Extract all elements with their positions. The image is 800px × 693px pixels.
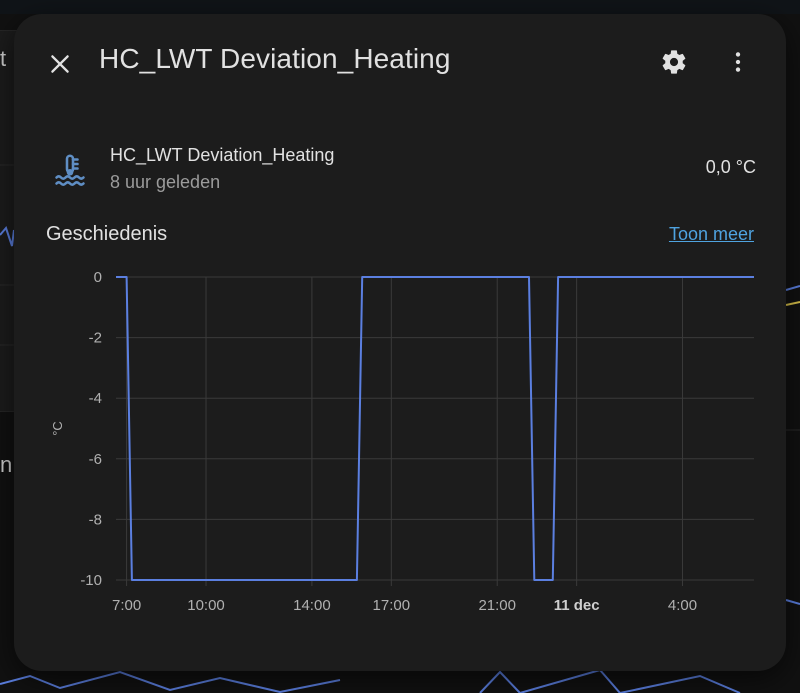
y-tick-label: -8 [89, 511, 102, 528]
dialog-title: HC_LWT Deviation_Heating [99, 43, 451, 74]
history-chart[interactable]: 0 -2 -4 -6 -8 -10 7:00 10:00 14:00 17:00 21:00 11 … [14, 264, 786, 634]
background-text-fragment: n [0, 452, 13, 477]
background-text-fragment: t [0, 46, 7, 71]
settings-button[interactable] [650, 38, 698, 86]
y-tick-label: -6 [89, 451, 102, 468]
y-tick-label: -4 [89, 390, 102, 407]
more-info-dialog: HC_LWT Deviation_Heating [14, 14, 786, 671]
chart-grid [116, 276, 754, 586]
x-tick-label: 14:00 [293, 597, 331, 614]
y-axis-ticks: 0 -2 -4 -6 -8 -10 [80, 269, 102, 589]
entity-state: 0,0 °C [705, 157, 756, 177]
chart-series [116, 276, 754, 581]
x-tick-label: 10:00 [187, 597, 225, 614]
x-tick-label: 17:00 [373, 597, 411, 614]
entity-row[interactable]: HC_LWT Deviation_Heating 8 uur geleden 0… [46, 142, 756, 200]
history-chart-svg: 0 -2 -4 -6 -8 -10 7:00 10:00 14:00 17:00 21:00 11 … [50, 269, 754, 614]
background-top-bar [0, 0, 800, 14]
y-tick-label: -10 [80, 572, 102, 589]
y-tick-label: 0 [94, 269, 102, 286]
close-button[interactable] [36, 40, 84, 88]
dots-vertical-icon [735, 52, 741, 72]
show-more-link[interactable]: Toon meer [668, 224, 754, 244]
y-tick-label: -2 [89, 330, 102, 347]
more-options-button[interactable] [714, 38, 762, 86]
x-tick-label: 21:00 [478, 597, 516, 614]
x-tick-label: 4:00 [668, 597, 697, 614]
gear-icon [662, 50, 686, 74]
coolant-temperature-icon [55, 154, 85, 186]
x-axis-ticks: 7:00 10:00 14:00 17:00 21:00 11 dec 4:00 [112, 597, 697, 614]
series-line [116, 276, 754, 581]
x-tick-label: 7:00 [112, 597, 141, 614]
history-title: Geschiedenis [46, 223, 168, 245]
dialog-header: HC_LWT Deviation_Heating [14, 14, 786, 110]
entity-last-changed: 8 uur geleden [110, 172, 221, 192]
close-icon [51, 55, 69, 73]
y-axis-label: °C [50, 421, 65, 436]
entity-name: HC_LWT Deviation_Heating [110, 145, 335, 165]
x-tick-label: 11 dec [554, 597, 600, 614]
